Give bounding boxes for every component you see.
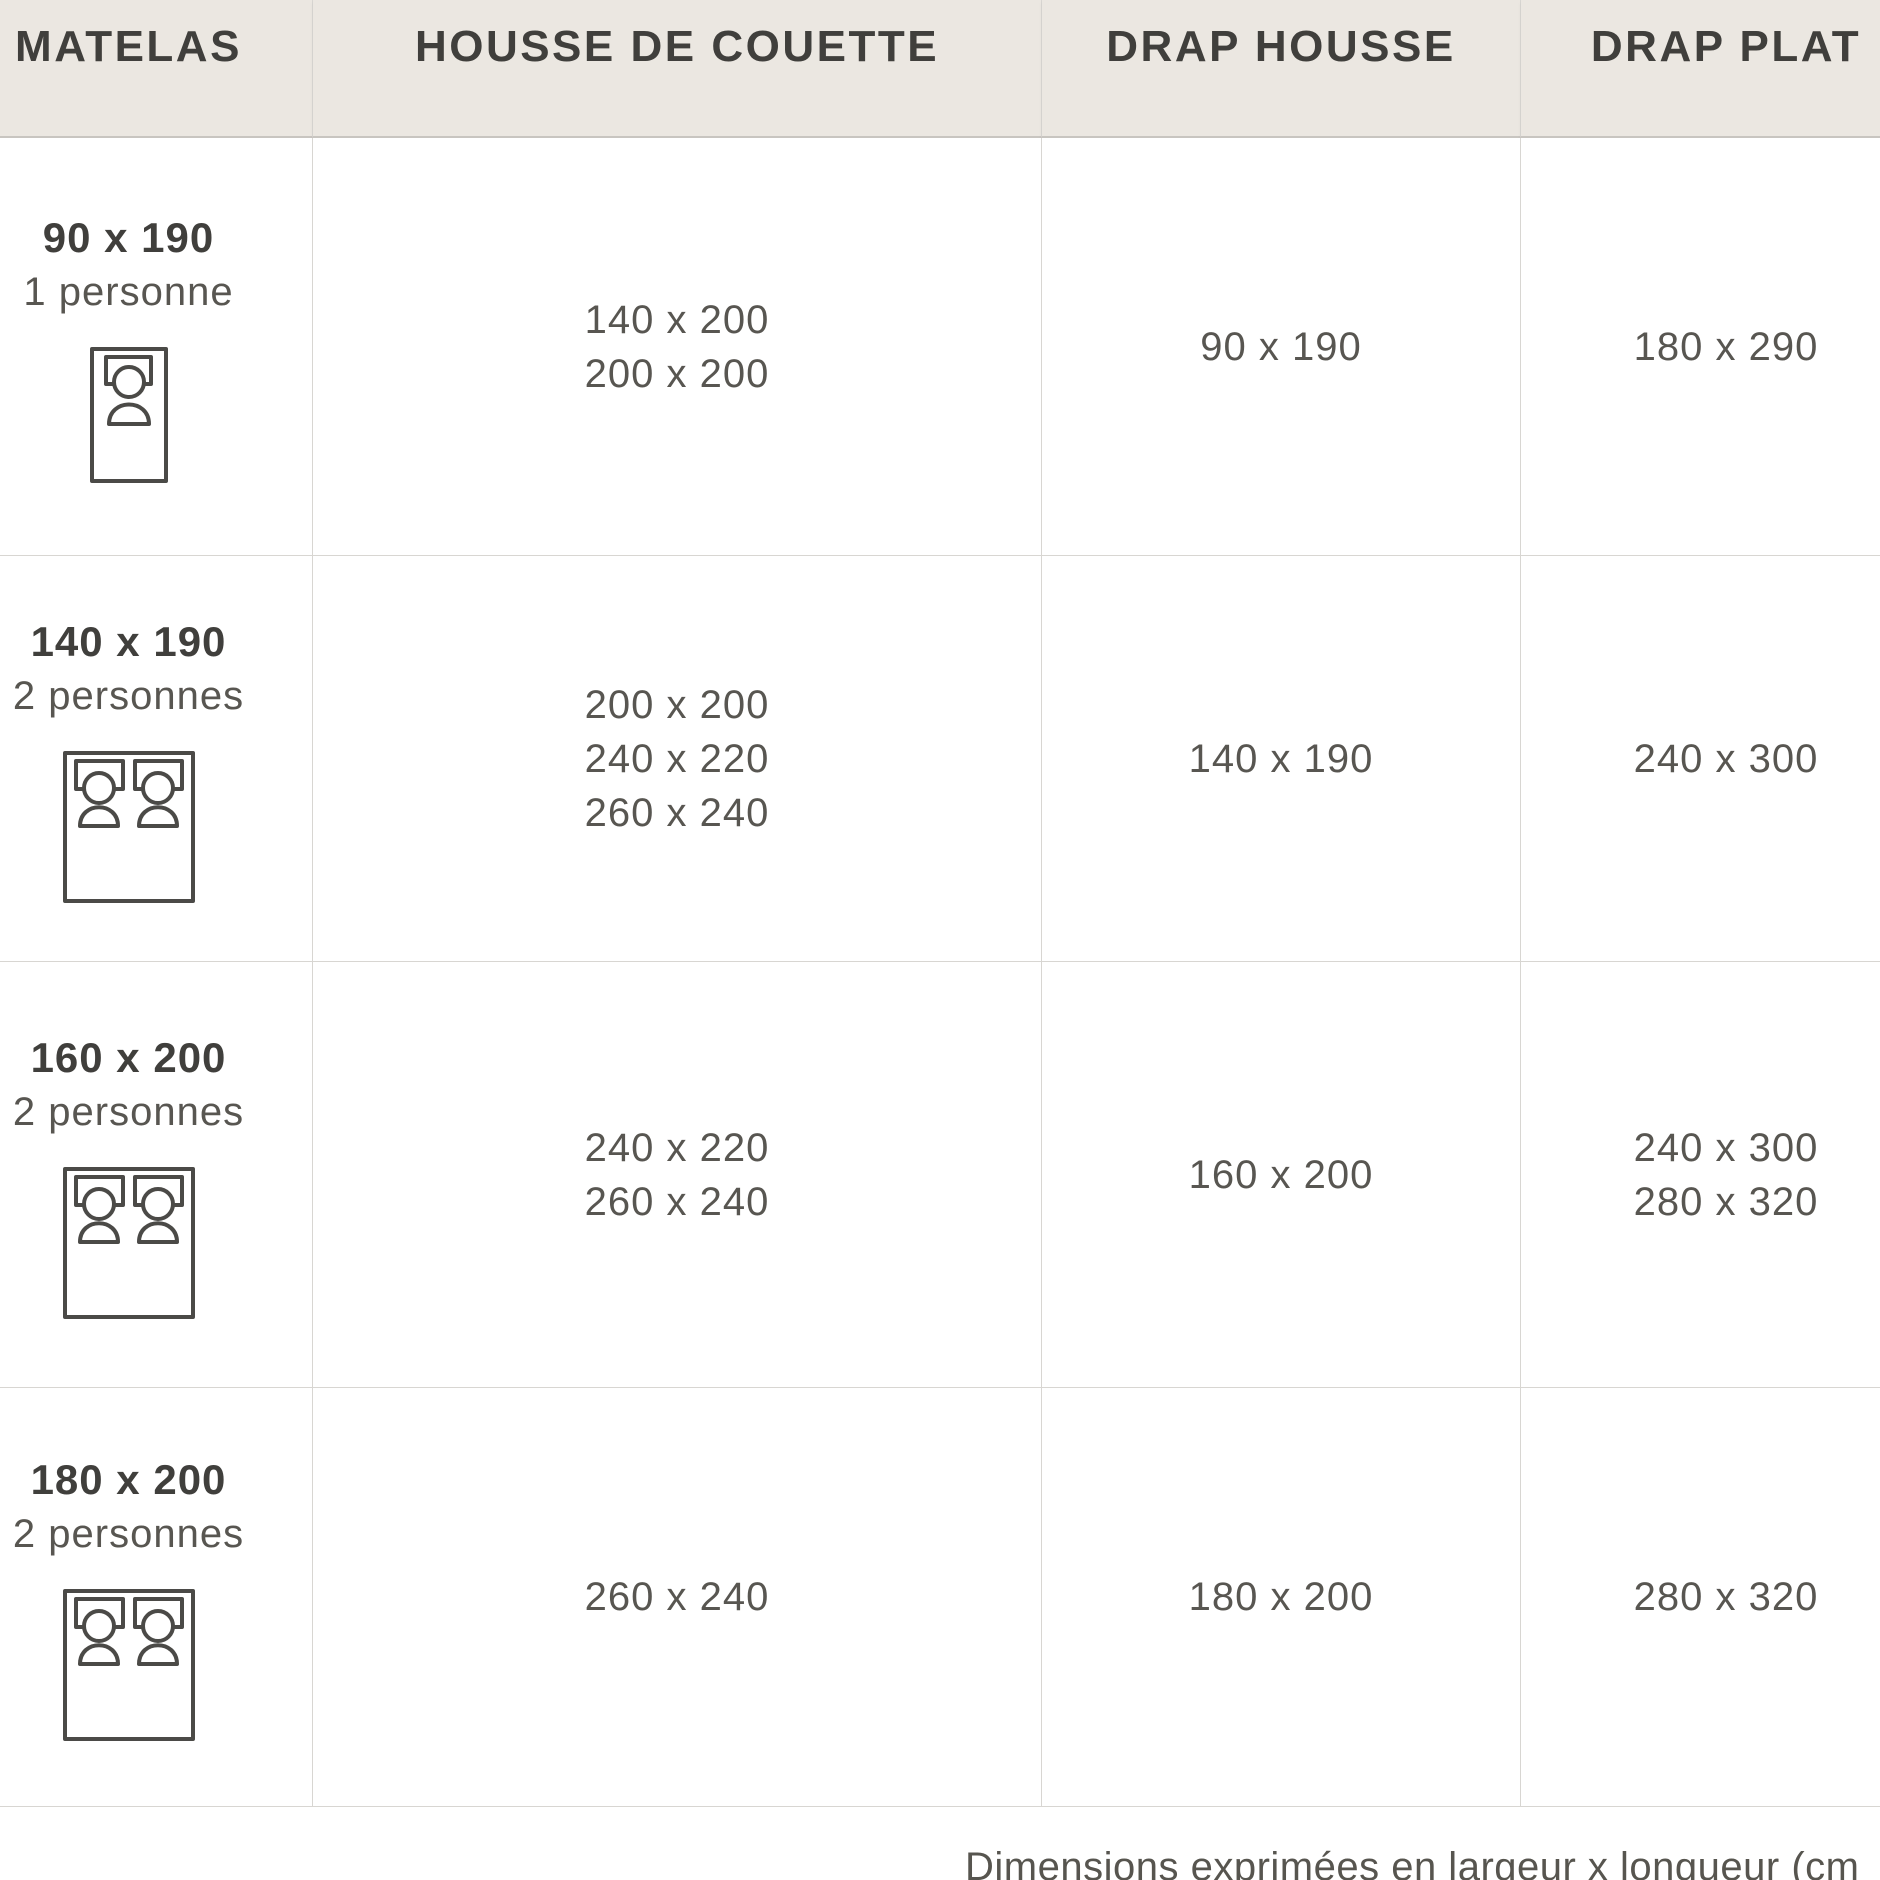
size-table: MATELAS HOUSSE DE COUETTE DRAP HOUSSE DR… [0,0,1880,1807]
size-value: 240 x 300 [1633,736,1819,781]
header-cell-drap-plat: DRAP PLAT [1521,0,1880,138]
drap-plat-cell: 180 x 290 [1521,138,1880,556]
matelas-cell: 140 x 190 2 personnes [0,556,313,962]
column-label: DRAP PLAT [1590,22,1862,71]
header-cell-matelas: MATELAS [0,0,313,138]
drap-plat-cell: 240 x 300 280 x 320 [1521,962,1880,1388]
size-value: 140 x 200 [584,297,770,342]
double-bed-icon [62,1589,195,1741]
matelas-cell: 180 x 200 2 personnes [0,1388,313,1807]
drap-housse-cell: 140 x 190 [1042,556,1521,962]
header-cell-housse-de-couette: HOUSSE DE COUETTE [313,0,1042,138]
person-count-label: 2 personnes [12,673,245,718]
person-count-label: 2 personnes [12,1512,245,1556]
size-value: 180 x 200 [1188,1575,1374,1619]
size-value: 140 x 190 [1188,736,1374,781]
column-label: HOUSSE DE COUETTE [414,22,940,71]
double-bed-icon [62,1166,195,1319]
header-cell-drap-housse: DRAP HOUSSE [1042,0,1521,138]
mattress-size-label: 90 x 190 [42,213,215,261]
matelas-cell: 90 x 190 1 personne [0,138,313,556]
size-value: 160 x 200 [1188,1152,1374,1197]
drap-housse-cell: 90 x 190 [1042,138,1521,556]
size-value: 260 x 240 [584,790,770,835]
single-bed-icon [89,346,168,483]
person-count-label: 2 personnes [12,1089,245,1134]
column-label: DRAP HOUSSE [1106,22,1456,71]
size-value: 240 x 220 [584,736,770,781]
double-bed-icon [62,750,195,903]
size-value: 180 x 290 [1633,324,1819,369]
size-value: 200 x 200 [584,682,770,727]
housse-de-couette-cell: 140 x 200 200 x 200 [313,138,1042,556]
drap-plat-cell: 240 x 300 [1521,556,1880,962]
size-value: 260 x 240 [584,1179,770,1224]
size-value: 90 x 190 [1200,324,1362,369]
housse-de-couette-cell: 240 x 220 260 x 240 [313,962,1042,1388]
dimensions-footnote: Dimensions exprimées en largeur x longue… [965,1845,1860,1880]
column-label: MATELAS [15,22,242,71]
drap-housse-cell: 160 x 200 [1042,962,1521,1388]
person-count-label: 1 personne [23,269,234,314]
housse-de-couette-cell: 260 x 240 [313,1388,1042,1807]
mattress-size-label: 140 x 190 [30,617,227,665]
size-value: 240 x 220 [584,1125,770,1170]
size-value: 240 x 300 [1633,1125,1819,1170]
mattress-size-label: 180 x 200 [30,1456,227,1503]
drap-housse-cell: 180 x 200 [1042,1388,1521,1807]
matelas-cell: 160 x 200 2 personnes [0,962,313,1388]
mattress-size-label: 160 x 200 [30,1033,227,1081]
size-value: 280 x 320 [1633,1575,1819,1619]
drap-plat-cell: 280 x 320 [1521,1388,1880,1807]
size-value: 200 x 200 [584,351,770,396]
size-value: 280 x 320 [1633,1179,1819,1224]
housse-de-couette-cell: 200 x 200 240 x 220 260 x 240 [313,556,1042,962]
size-value: 260 x 240 [584,1575,770,1619]
